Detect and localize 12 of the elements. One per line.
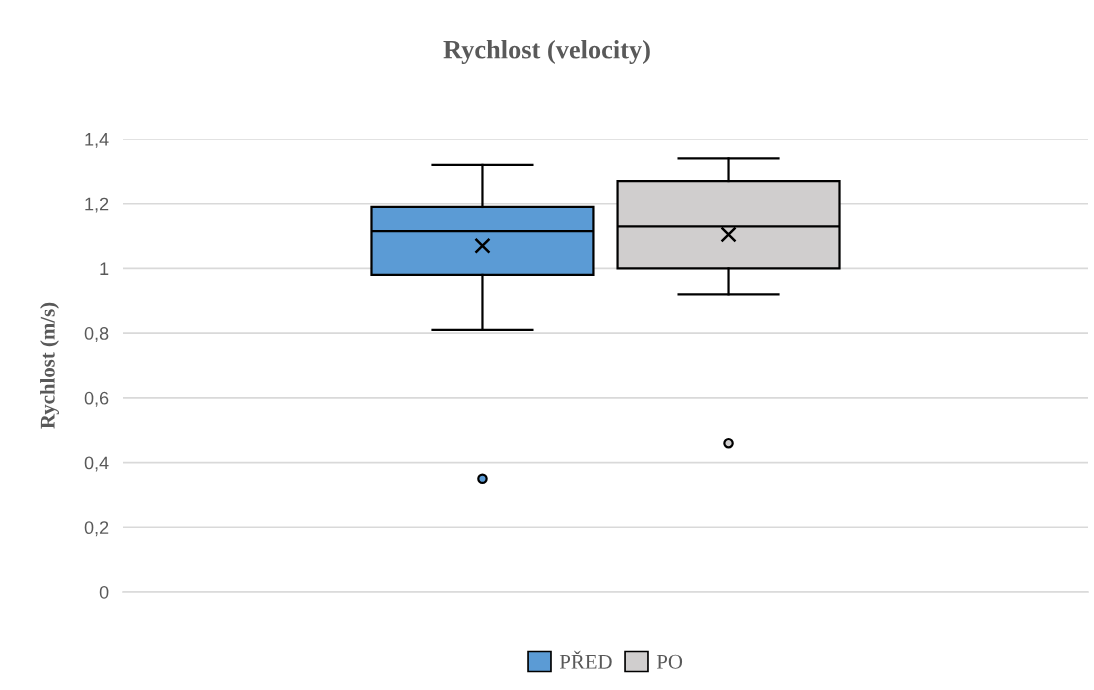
y-tick-label: 0 — [99, 585, 109, 599]
y-tick-label: 1,2 — [85, 197, 109, 213]
y-tick-label: 0,2 — [84, 521, 109, 537]
chart-title: Rychlost (velocity) — [443, 40, 650, 64]
y-tick-label: 0,8 — [84, 327, 109, 342]
legend-label: PO — [656, 654, 683, 669]
y-axis-title: Rychlost (m/s) — [40, 302, 60, 429]
y-tick-label: 0,4 — [84, 456, 109, 472]
y-tick-label: 1,4 — [85, 133, 109, 148]
y-tick-label: 0,6 — [84, 391, 109, 407]
y-tick-label: 1 — [100, 262, 109, 275]
legend-label: PŘED — [559, 650, 612, 669]
